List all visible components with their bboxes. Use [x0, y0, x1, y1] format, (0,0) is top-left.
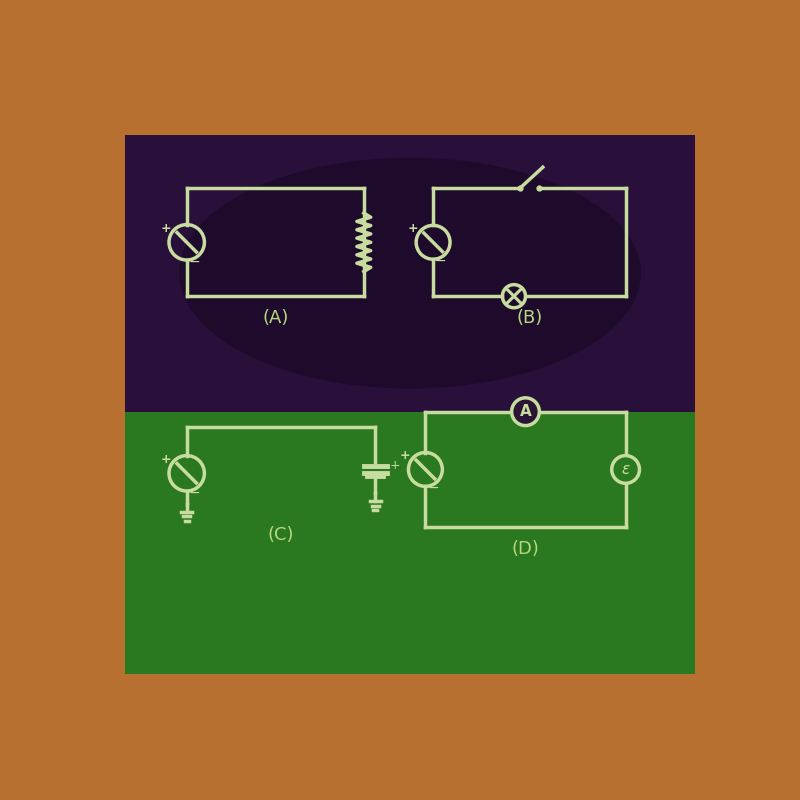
Text: (A): (A) — [262, 309, 289, 326]
Text: A: A — [520, 404, 531, 419]
Text: ε: ε — [622, 462, 630, 477]
Text: +: + — [160, 453, 170, 466]
Text: +: + — [407, 222, 418, 235]
Text: −: − — [427, 481, 439, 495]
Text: −: − — [189, 486, 201, 500]
Bar — [125, 134, 695, 412]
Ellipse shape — [179, 158, 641, 389]
Text: (B): (B) — [516, 309, 542, 326]
Text: (D): (D) — [511, 540, 539, 558]
Bar — [125, 412, 695, 674]
Circle shape — [512, 398, 539, 426]
Circle shape — [612, 455, 639, 483]
Text: +: + — [390, 459, 400, 472]
Text: −: − — [189, 254, 201, 269]
Text: −: − — [435, 254, 446, 268]
Text: (C): (C) — [268, 526, 294, 544]
Text: +: + — [400, 450, 410, 462]
Text: +: + — [160, 222, 170, 234]
